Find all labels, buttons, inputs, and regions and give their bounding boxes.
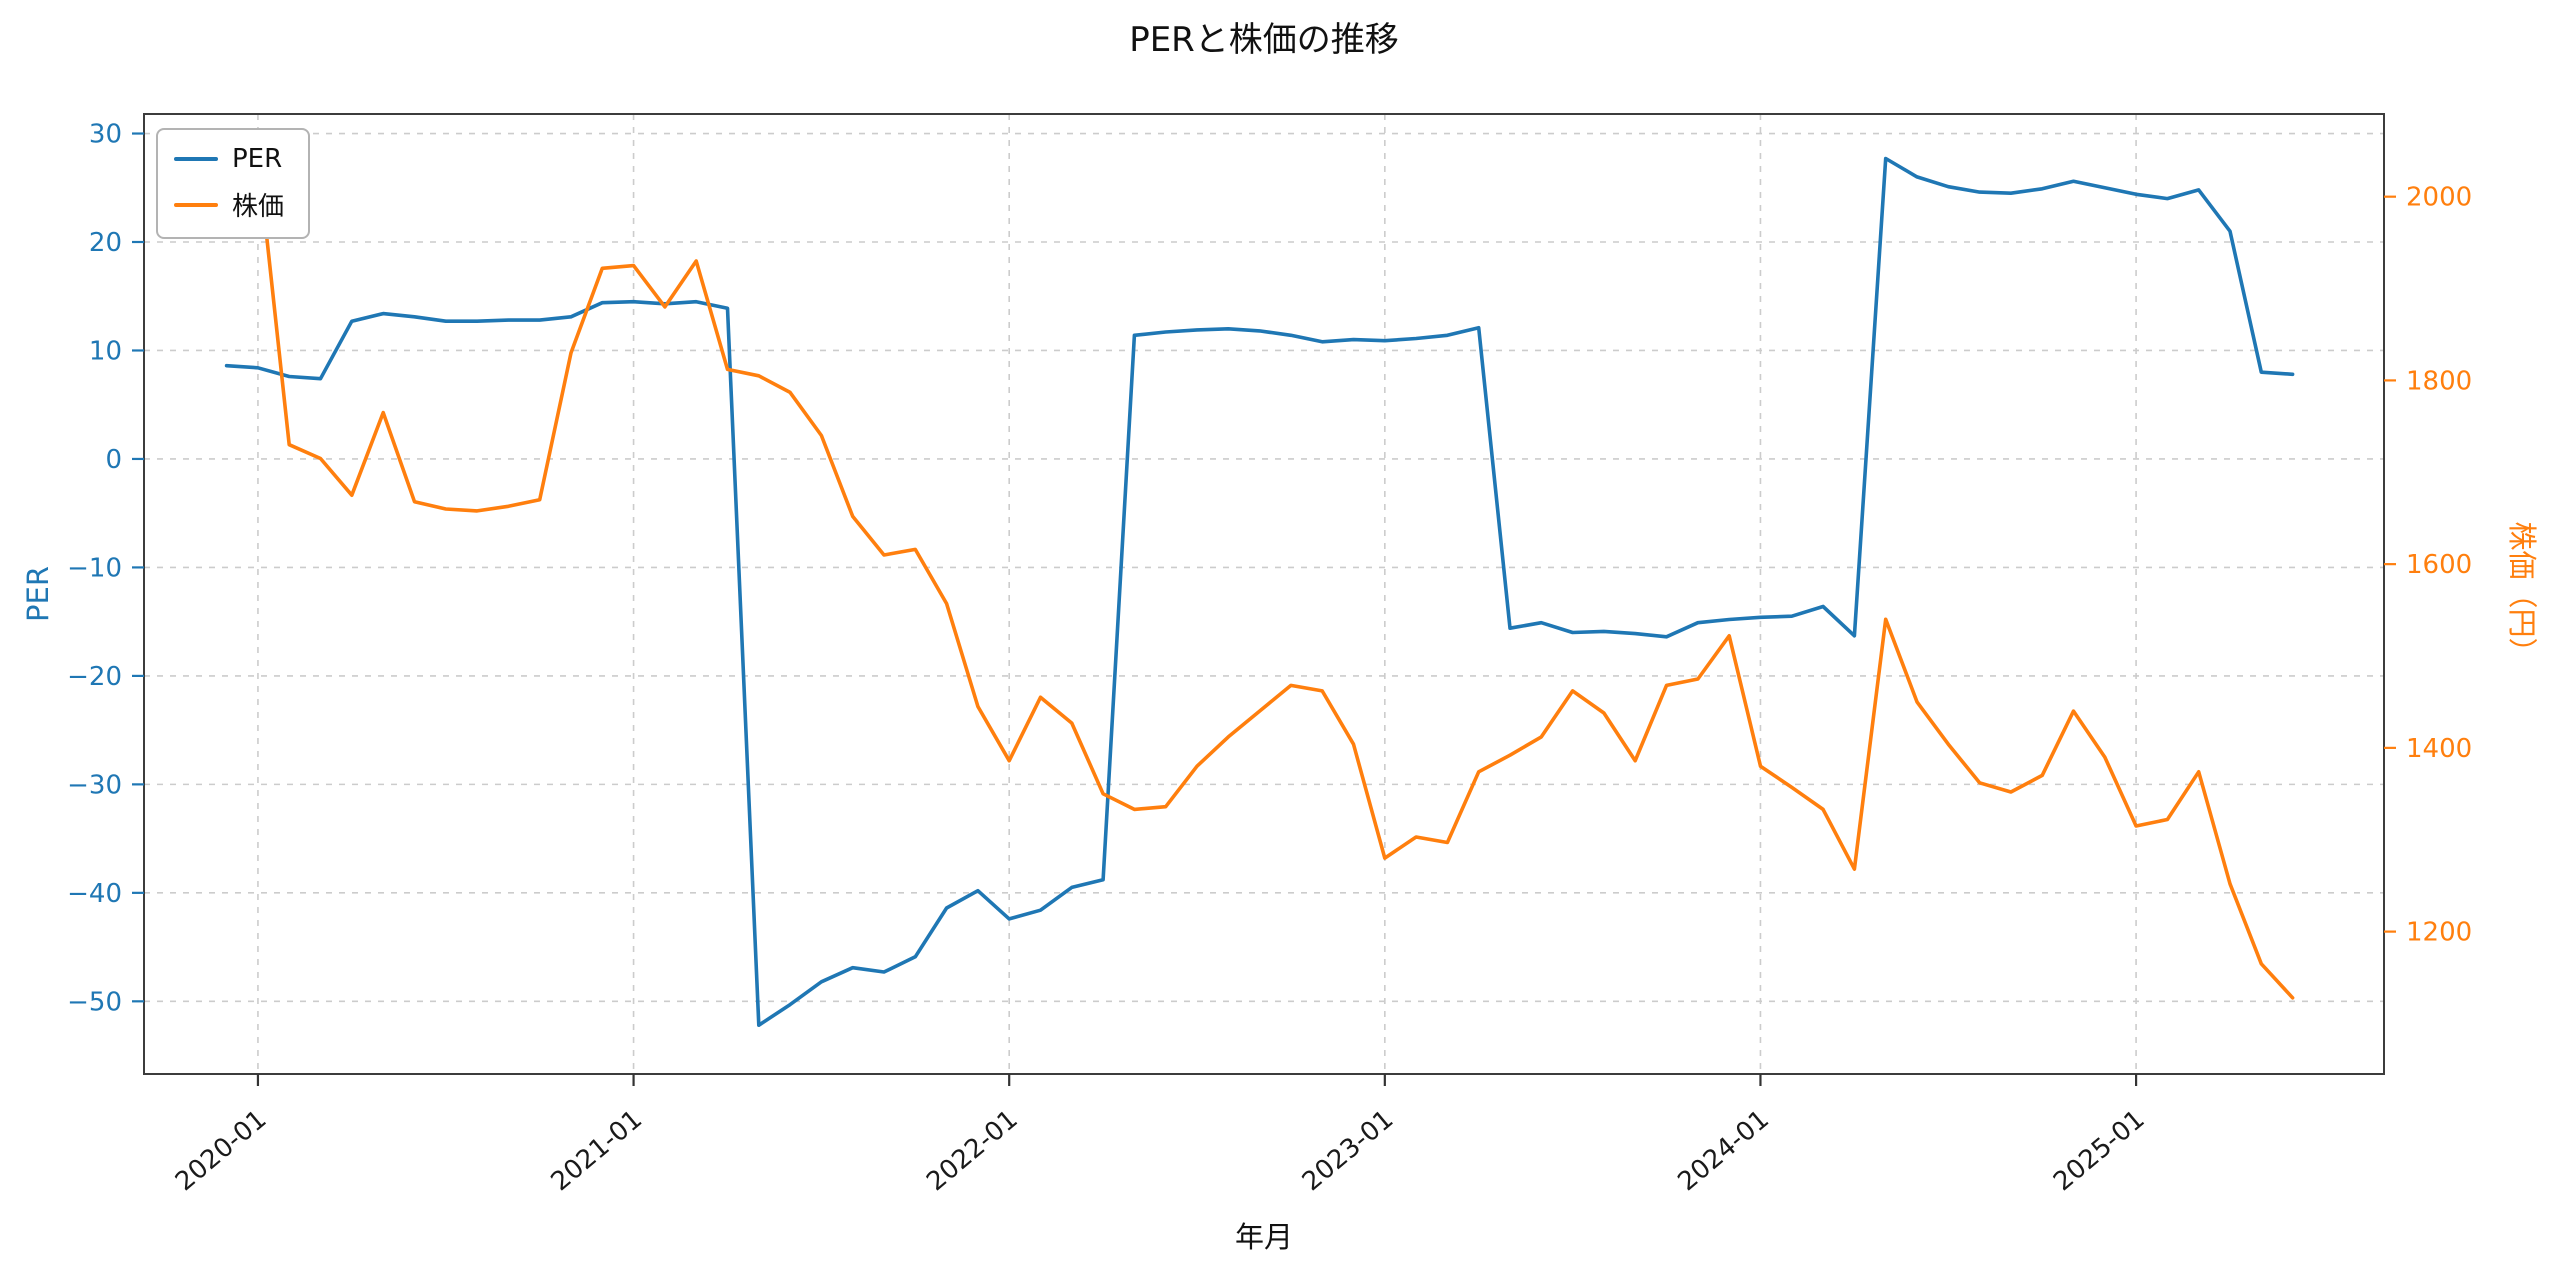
legend-label-stock-price: 株価 <box>232 192 285 222</box>
svg-text:2024-01: 2024-01 <box>1672 1104 1775 1197</box>
svg-text:1600: 1600 <box>2406 550 2472 580</box>
svg-text:2025-01: 2025-01 <box>2048 1104 2151 1197</box>
right-y-axis-title: 株価（円） <box>2505 521 2539 667</box>
per-line-swatch <box>174 157 218 161</box>
svg-text:−20: −20 <box>67 662 122 692</box>
svg-text:0: 0 <box>105 445 122 475</box>
svg-text:2022-01: 2022-01 <box>921 1104 1024 1197</box>
svg-text:−10: −10 <box>67 553 122 583</box>
svg-text:1400: 1400 <box>2406 734 2472 764</box>
svg-text:−40: −40 <box>67 879 122 909</box>
x-axis-title: 年月 <box>1234 1220 1293 1254</box>
chart-title: PERと株価の推移 <box>1129 20 1399 60</box>
legend-label-per: PER <box>232 144 283 174</box>
svg-text:2023-01: 2023-01 <box>1297 1104 1400 1197</box>
svg-text:2020-01: 2020-01 <box>170 1104 273 1197</box>
svg-text:10: 10 <box>89 336 122 366</box>
legend-item-per: PER <box>174 144 284 174</box>
svg-text:30: 30 <box>89 120 122 150</box>
svg-text:1200: 1200 <box>2406 918 2472 948</box>
legend: PER 株価 <box>156 128 311 239</box>
svg-text:2021-01: 2021-01 <box>546 1104 649 1197</box>
svg-text:20: 20 <box>89 228 122 258</box>
svg-text:−50: −50 <box>67 987 122 1017</box>
legend-item-stock-price: 株価 <box>174 186 284 223</box>
svg-text:1800: 1800 <box>2406 366 2472 396</box>
svg-text:−30: −30 <box>67 770 122 800</box>
svg-text:2000: 2000 <box>2406 183 2472 213</box>
left-y-axis-title: PER <box>21 566 55 622</box>
stock-price-line-swatch <box>174 202 218 207</box>
